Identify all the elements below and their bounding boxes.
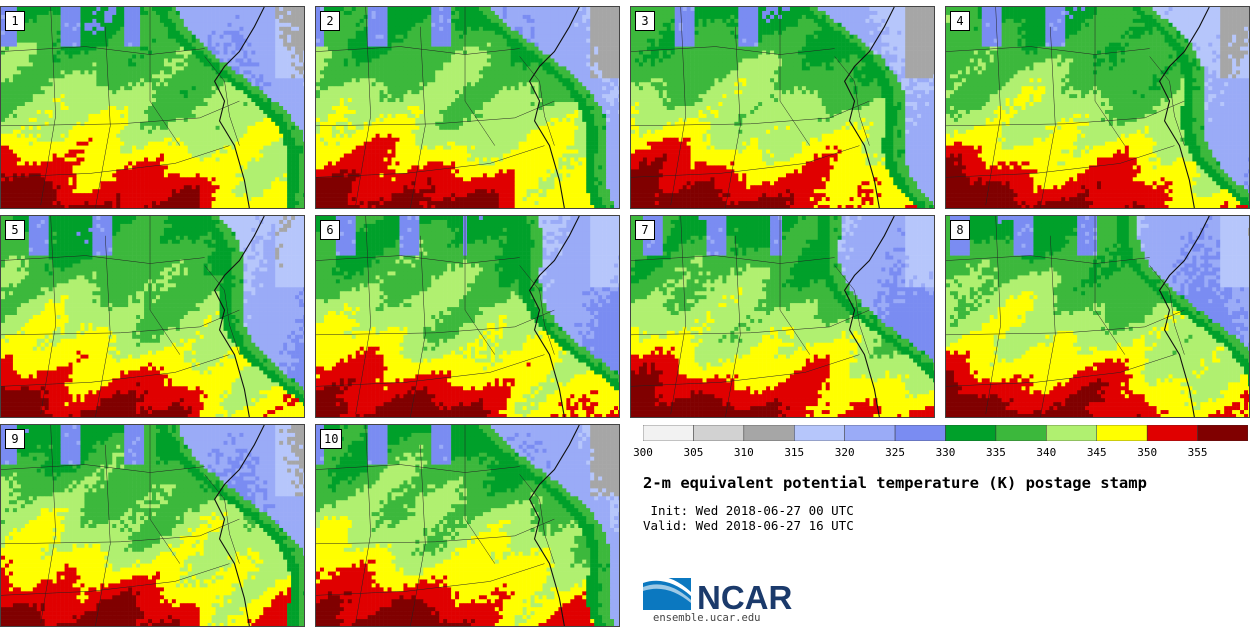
colorbar-tick-label: 340	[1036, 446, 1056, 459]
ncar-logo: NCAR	[643, 575, 792, 614]
member-number-label: 6	[320, 220, 340, 240]
member-number-label: 9	[5, 429, 25, 449]
coastline	[528, 7, 580, 208]
member-panel: 10	[315, 424, 620, 627]
member-number-label: 7	[635, 220, 655, 240]
colorbar-tick-label: 300	[633, 446, 653, 459]
member-number-label: 3	[635, 11, 655, 31]
colorbar-tick-label: 315	[784, 446, 804, 459]
coastline	[1158, 216, 1210, 417]
member-number-label: 1	[5, 11, 25, 31]
theta-e-field-map	[631, 7, 934, 208]
colorbar-bin	[1046, 425, 1098, 441]
colorbar-bin	[693, 425, 745, 441]
coastline	[1158, 7, 1210, 208]
member-panel: 7	[630, 215, 935, 418]
valid-time: Valid: Wed 2018-06-27 16 UTC	[643, 518, 854, 533]
colorbar-bin	[1197, 425, 1248, 441]
member-panel: 9	[0, 424, 305, 627]
colorbar-tick-label: 330	[936, 446, 956, 459]
theta-e-field-map	[1, 216, 304, 417]
member-number-label: 8	[950, 220, 970, 240]
theta-e-field-map	[316, 7, 619, 208]
colorbar-bin	[1096, 425, 1148, 441]
member-number-label: 4	[950, 11, 970, 31]
coastline	[843, 7, 895, 208]
member-panel: 3	[630, 6, 935, 209]
member-number-label: 5	[5, 220, 25, 240]
colorbar-tick-label: 320	[835, 446, 855, 459]
theta-e-field-map	[946, 7, 1249, 208]
theta-e-field-map	[316, 425, 619, 626]
colorbar-tick-label: 345	[1087, 446, 1107, 459]
colorbar-tick-label: 325	[885, 446, 905, 459]
coastline	[528, 216, 580, 417]
colorbar-tick-label: 305	[683, 446, 703, 459]
member-panel: 4	[945, 6, 1250, 209]
member-number-label: 2	[320, 11, 340, 31]
member-panel: 8	[945, 215, 1250, 418]
colorbar-tick-label: 350	[1137, 446, 1157, 459]
member-panel: 6	[315, 215, 620, 418]
colorbar-bin	[945, 425, 997, 441]
member-panel: 1	[0, 6, 305, 209]
theta-e-field-map	[316, 216, 619, 417]
member-number-label: 10	[320, 429, 343, 449]
coastline	[528, 425, 580, 626]
coastline	[213, 425, 265, 626]
theta-e-field-map	[946, 216, 1249, 417]
colorbar	[643, 425, 1248, 441]
theta-e-field-map	[631, 216, 934, 417]
site-url: ensemble.ucar.edu	[653, 612, 760, 624]
coastline	[213, 7, 265, 208]
member-panel: 5	[0, 215, 305, 418]
member-panel: 2	[315, 6, 620, 209]
chart-title: 2-m equivalent potential temperature (K)…	[643, 474, 1147, 492]
theta-e-field-map	[1, 425, 304, 626]
ncar-logo-text: NCAR	[697, 579, 792, 614]
colorbar-bin	[794, 425, 845, 441]
init-time: Init: Wed 2018-06-27 00 UTC	[643, 503, 854, 518]
colorbar-tick-label: 355	[1188, 446, 1208, 459]
colorbar-bin	[1146, 425, 1198, 441]
coastline	[843, 216, 895, 417]
colorbar-bin	[643, 425, 694, 441]
colorbar-bin	[995, 425, 1047, 441]
colorbar-bin	[894, 425, 946, 441]
colorbar-tick-label: 310	[734, 446, 754, 459]
colorbar-tick-label: 335	[986, 446, 1006, 459]
coastline	[213, 216, 265, 417]
colorbar-bin	[743, 425, 795, 441]
colorbar-bin	[844, 425, 896, 441]
theta-e-field-map	[1, 7, 304, 208]
